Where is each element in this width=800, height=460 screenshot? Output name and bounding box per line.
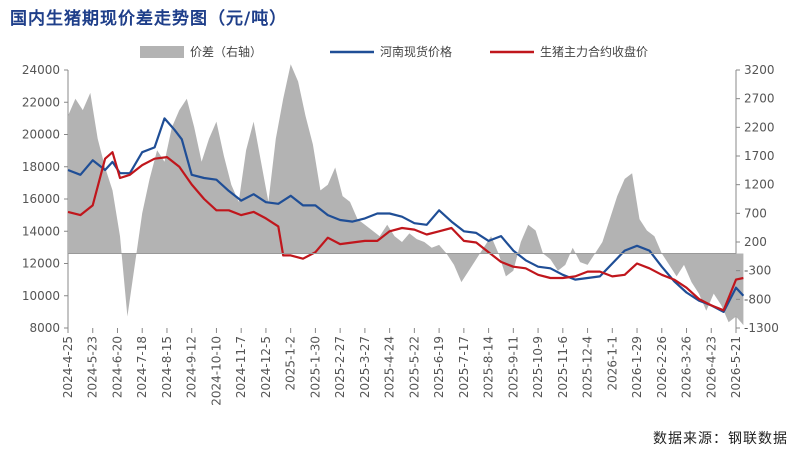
y-right-tick-label: 700 — [744, 206, 767, 220]
x-tick-label: 2024-12-5 — [259, 336, 273, 398]
x-tick-label: 2024-11-7 — [234, 336, 248, 398]
x-tick-label: 2025-8-14 — [482, 336, 496, 398]
x-tick-label: 2025-4-24 — [383, 336, 397, 398]
x-tick-label: 2025-9-11 — [506, 336, 520, 398]
y-right-tick-label: 200 — [744, 235, 767, 249]
x-tick-label: 2026-1-29 — [630, 336, 644, 398]
x-tick-label: 2026-5-21 — [729, 336, 743, 398]
x-tick-label: 2025-2-27 — [333, 336, 347, 398]
x-tick-label: 2026-2-26 — [655, 336, 669, 398]
y-left-tick-label: 20000 — [22, 128, 60, 142]
series-line-spot-price — [67, 117, 745, 313]
x-tick-label: 2025-11-6 — [556, 336, 570, 398]
legend-label: 河南现货价格 — [380, 44, 452, 59]
y-right-tick-label: -300 — [744, 264, 771, 278]
y-left-tick-label: 24000 — [22, 63, 60, 77]
y-right-tick-label: -800 — [744, 292, 771, 306]
source-note: 数据来源：钢联数据 — [653, 431, 788, 447]
y-right-tick-label: 3200 — [744, 63, 775, 77]
y-right-tick-label: 1200 — [744, 178, 775, 192]
x-tick-label: 2024-9-12 — [185, 336, 199, 398]
x-tick-label: 2025-5-22 — [407, 336, 421, 398]
x-tick-label: 2024-5-23 — [86, 336, 100, 398]
y-left-tick-label: 12000 — [22, 257, 60, 271]
y-left-tick-label: 18000 — [22, 160, 60, 174]
y-left-tick-label: 10000 — [22, 289, 60, 303]
x-tick-label: 2026-3-26 — [680, 336, 694, 398]
x-tick-label: 2025-6-19 — [432, 336, 446, 398]
y-right-tick-label: 1700 — [744, 149, 775, 163]
x-tick-label: 2025-1-30 — [308, 336, 322, 398]
y-right-tick-label: 2200 — [744, 120, 775, 134]
x-tick-label: 2026-4-23 — [704, 336, 718, 398]
series-area-spread — [68, 64, 744, 326]
x-tick-label: 2024-8-15 — [160, 336, 174, 398]
x-tick-label: 2024-4-25 — [61, 336, 75, 398]
y-left-tick-label: 14000 — [22, 224, 60, 238]
x-tick-label: 2025-3-27 — [358, 336, 372, 398]
x-tick-label: 2025-7-17 — [457, 336, 471, 398]
x-tick-label: 2024-7-18 — [135, 336, 149, 398]
x-tick-label: 2026-1-1 — [605, 336, 619, 390]
x-tick-label: 2025-1-2 — [284, 336, 298, 390]
y-left-tick-label: 16000 — [22, 192, 60, 206]
x-tick-label: 2025-12-4 — [581, 336, 595, 398]
legend-swatch-spread — [140, 46, 184, 58]
x-tick-label: 2025-10-9 — [531, 336, 545, 398]
legend-label: 价差（右轴） — [190, 44, 262, 59]
chart-title: 国内生猪期现价差走势图（元/吨） — [10, 9, 288, 29]
y-right-tick-label: 2700 — [744, 92, 775, 106]
series-line-futures-price — [67, 151, 744, 312]
y-left-tick-label: 22000 — [22, 95, 60, 109]
legend-label: 生猪主力合约收盘价 — [540, 44, 648, 59]
x-tick-label: 2024-10-10 — [209, 336, 223, 406]
y-left-tick-label: 8000 — [29, 321, 60, 335]
y-right-tick-label: -1300 — [744, 321, 779, 335]
x-tick-label: 2024-6-20 — [110, 336, 124, 398]
